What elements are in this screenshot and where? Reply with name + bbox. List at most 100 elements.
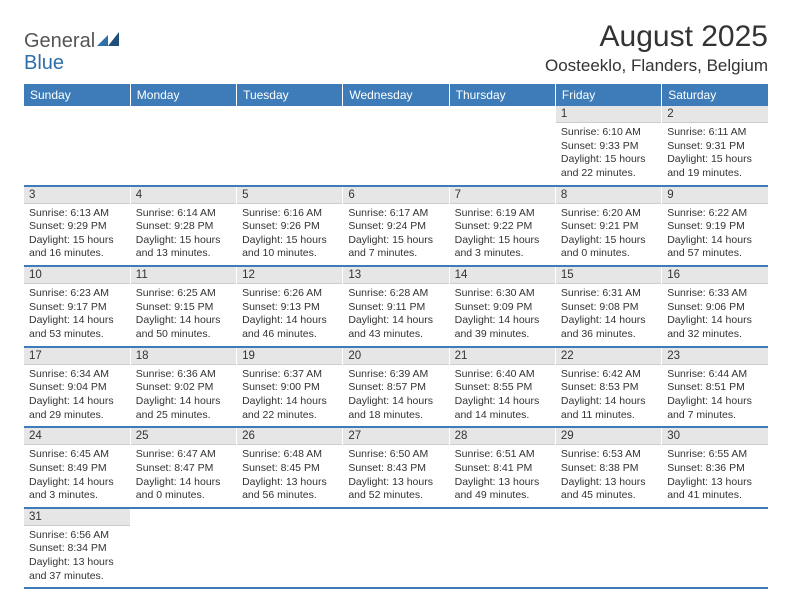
daylight-line1: Daylight: 14 hours — [136, 314, 231, 328]
daylight-line2: and 39 minutes. — [455, 328, 550, 342]
daylight-line2: and 37 minutes. — [29, 570, 125, 584]
day-data: Sunrise: 6:55 AMSunset: 8:36 PMDaylight:… — [662, 445, 768, 507]
logo-text-general: General — [24, 30, 95, 53]
calendar-week-row: 24Sunrise: 6:45 AMSunset: 8:49 PMDayligh… — [24, 427, 768, 508]
calendar-cell — [130, 508, 236, 589]
sunrise: Sunrise: 6:48 AM — [242, 448, 337, 462]
day-data: Sunrise: 6:11 AMSunset: 9:31 PMDaylight:… — [662, 123, 768, 185]
sunset: Sunset: 9:33 PM — [561, 140, 656, 154]
day-data: Sunrise: 6:25 AMSunset: 9:15 PMDaylight:… — [131, 284, 236, 346]
calendar-cell: 15Sunrise: 6:31 AMSunset: 9:08 PMDayligh… — [555, 266, 661, 347]
sunrise: Sunrise: 6:50 AM — [348, 448, 443, 462]
daylight-line1: Daylight: 13 hours — [242, 476, 337, 490]
sunrise: Sunrise: 6:28 AM — [348, 287, 443, 301]
sunrise: Sunrise: 6:42 AM — [561, 368, 656, 382]
sunrise: Sunrise: 6:22 AM — [667, 207, 763, 221]
daylight-line1: Daylight: 14 hours — [455, 395, 550, 409]
day-number: 12 — [237, 267, 342, 284]
day-data: Sunrise: 6:20 AMSunset: 9:21 PMDaylight:… — [556, 204, 661, 266]
daylight-line1: Daylight: 13 hours — [29, 556, 125, 570]
sunrise: Sunrise: 6:14 AM — [136, 207, 231, 221]
day-data: Sunrise: 6:22 AMSunset: 9:19 PMDaylight:… — [662, 204, 768, 266]
daylight-line1: Daylight: 15 hours — [242, 234, 337, 248]
daylight-line2: and 49 minutes. — [455, 489, 550, 503]
sunrise: Sunrise: 6:51 AM — [455, 448, 550, 462]
logo: General — [24, 30, 121, 53]
daylight-line1: Daylight: 14 hours — [136, 476, 231, 490]
sunrise: Sunrise: 6:16 AM — [242, 207, 337, 221]
daylight-line1: Daylight: 14 hours — [136, 395, 231, 409]
daylight-line1: Daylight: 14 hours — [561, 314, 656, 328]
logo-blue-wrap: Blue — [24, 52, 64, 75]
day-number: 8 — [556, 187, 661, 204]
daylight-line2: and 7 minutes. — [667, 409, 763, 423]
calendar-cell — [130, 106, 236, 186]
calendar-cell: 23Sunrise: 6:44 AMSunset: 8:51 PMDayligh… — [662, 347, 768, 428]
calendar-cell: 21Sunrise: 6:40 AMSunset: 8:55 PMDayligh… — [449, 347, 555, 428]
daylight-line2: and 53 minutes. — [29, 328, 125, 342]
daylight-line2: and 0 minutes. — [561, 247, 656, 261]
daylight-line2: and 22 minutes. — [561, 167, 656, 181]
day-number: 29 — [556, 428, 661, 445]
sunset: Sunset: 8:43 PM — [348, 462, 443, 476]
day-data: Sunrise: 6:45 AMSunset: 8:49 PMDaylight:… — [24, 445, 130, 507]
calendar-cell: 6Sunrise: 6:17 AMSunset: 9:24 PMDaylight… — [343, 186, 449, 267]
day-data: Sunrise: 6:47 AMSunset: 8:47 PMDaylight:… — [131, 445, 236, 507]
daylight-line1: Daylight: 15 hours — [29, 234, 125, 248]
day-number: 4 — [131, 187, 236, 204]
calendar-week-row: 17Sunrise: 6:34 AMSunset: 9:04 PMDayligh… — [24, 347, 768, 428]
logo-text-blue: Blue — [24, 52, 64, 74]
calendar-cell: 31Sunrise: 6:56 AMSunset: 8:34 PMDayligh… — [24, 508, 130, 589]
calendar-cell — [555, 508, 661, 589]
calendar-cell: 20Sunrise: 6:39 AMSunset: 8:57 PMDayligh… — [343, 347, 449, 428]
daylight-line1: Daylight: 15 hours — [136, 234, 231, 248]
day-data: Sunrise: 6:26 AMSunset: 9:13 PMDaylight:… — [237, 284, 342, 346]
day-number: 20 — [343, 348, 448, 365]
sunset: Sunset: 9:00 PM — [242, 381, 337, 395]
daylight-line1: Daylight: 14 hours — [29, 476, 125, 490]
calendar-cell: 3Sunrise: 6:13 AMSunset: 9:29 PMDaylight… — [24, 186, 130, 267]
daylight-line2: and 52 minutes. — [348, 489, 443, 503]
day-data: Sunrise: 6:34 AMSunset: 9:04 PMDaylight:… — [24, 365, 130, 427]
day-number: 30 — [662, 428, 768, 445]
logo-icon — [97, 32, 119, 51]
daylight-line2: and 41 minutes. — [667, 489, 763, 503]
day-number: 7 — [450, 187, 555, 204]
day-number: 14 — [450, 267, 555, 284]
sunrise: Sunrise: 6:25 AM — [136, 287, 231, 301]
sunrise: Sunrise: 6:30 AM — [455, 287, 550, 301]
day-header: Tuesday — [237, 84, 343, 106]
day-data: Sunrise: 6:19 AMSunset: 9:22 PMDaylight:… — [450, 204, 555, 266]
calendar-table: SundayMondayTuesdayWednesdayThursdayFrid… — [24, 84, 768, 589]
day-data: Sunrise: 6:16 AMSunset: 9:26 PMDaylight:… — [237, 204, 342, 266]
daylight-line2: and 43 minutes. — [348, 328, 443, 342]
day-data: Sunrise: 6:10 AMSunset: 9:33 PMDaylight:… — [556, 123, 661, 185]
sunset: Sunset: 9:11 PM — [348, 301, 443, 315]
sunrise: Sunrise: 6:55 AM — [667, 448, 763, 462]
day-data: Sunrise: 6:53 AMSunset: 8:38 PMDaylight:… — [556, 445, 661, 507]
calendar-cell: 14Sunrise: 6:30 AMSunset: 9:09 PMDayligh… — [449, 266, 555, 347]
daylight-line2: and 32 minutes. — [667, 328, 763, 342]
daylight-line2: and 25 minutes. — [136, 409, 231, 423]
day-number: 10 — [24, 267, 130, 284]
day-number: 21 — [450, 348, 555, 365]
daylight-line1: Daylight: 15 hours — [561, 234, 656, 248]
day-data: Sunrise: 6:37 AMSunset: 9:00 PMDaylight:… — [237, 365, 342, 427]
day-number: 13 — [343, 267, 448, 284]
sunset: Sunset: 8:53 PM — [561, 381, 656, 395]
calendar-body: 1Sunrise: 6:10 AMSunset: 9:33 PMDaylight… — [24, 106, 768, 588]
calendar-cell: 29Sunrise: 6:53 AMSunset: 8:38 PMDayligh… — [555, 427, 661, 508]
sunrise: Sunrise: 6:47 AM — [136, 448, 231, 462]
sunset: Sunset: 9:09 PM — [455, 301, 550, 315]
day-number: 5 — [237, 187, 342, 204]
day-number: 25 — [131, 428, 236, 445]
calendar-week-row: 3Sunrise: 6:13 AMSunset: 9:29 PMDaylight… — [24, 186, 768, 267]
sunset: Sunset: 9:22 PM — [455, 220, 550, 234]
day-header: Sunday — [24, 84, 130, 106]
daylight-line1: Daylight: 14 hours — [667, 395, 763, 409]
sunrise: Sunrise: 6:34 AM — [29, 368, 125, 382]
daylight-line1: Daylight: 14 hours — [242, 314, 337, 328]
sunrise: Sunrise: 6:20 AM — [561, 207, 656, 221]
sunrise: Sunrise: 6:44 AM — [667, 368, 763, 382]
day-header: Friday — [555, 84, 661, 106]
